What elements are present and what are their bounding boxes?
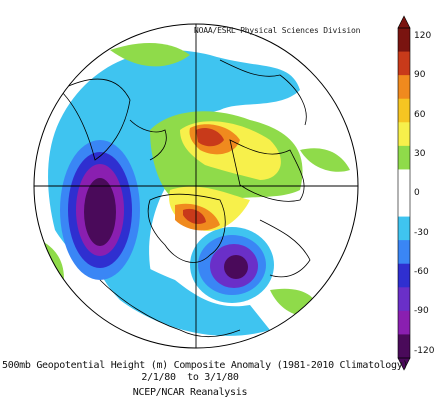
colorbar-segment <box>398 287 410 312</box>
colorbar-segment <box>398 240 410 265</box>
colorbar-segment <box>398 98 410 123</box>
colorbar-tick: -30 <box>414 228 429 238</box>
colorbar-tick: 0 <box>414 188 420 198</box>
caption-title: 500mb Geopotential Height (m) Composite … <box>2 360 409 371</box>
colorbar-tick: 120 <box>414 31 432 41</box>
colorbar-frame <box>397 27 411 359</box>
colorbar-tick: 60 <box>414 110 426 120</box>
colorbar-segment <box>398 122 410 147</box>
colorbar-segment <box>398 193 410 218</box>
caption-source: NCEP/NCAR Reanalysis <box>132 387 248 398</box>
colorbar-tick: -120 <box>414 346 435 356</box>
colorbar-segment <box>398 51 410 76</box>
colorbar-segment <box>398 75 410 100</box>
colorbar-segment <box>398 263 410 288</box>
colorbar-end-triangle <box>397 15 411 29</box>
map-boundary <box>33 23 359 349</box>
colorbar-segment <box>398 334 410 359</box>
colorbar-tick: -90 <box>414 306 429 316</box>
colorbar-tick: 30 <box>414 149 426 159</box>
colorbar-segment <box>398 28 410 53</box>
colorbar-tick: 90 <box>414 70 426 80</box>
credit-text: NOAA/ESRL Physical Sciences Division <box>194 26 361 35</box>
colorbar-segment <box>398 145 410 170</box>
colorbar-segment <box>398 310 410 335</box>
colorbar-segment <box>398 169 410 194</box>
colorbar-tick: -60 <box>414 267 429 277</box>
colorbar-segment <box>398 216 410 241</box>
caption-dates: 2/1/80 to 3/1/80 <box>141 372 239 383</box>
